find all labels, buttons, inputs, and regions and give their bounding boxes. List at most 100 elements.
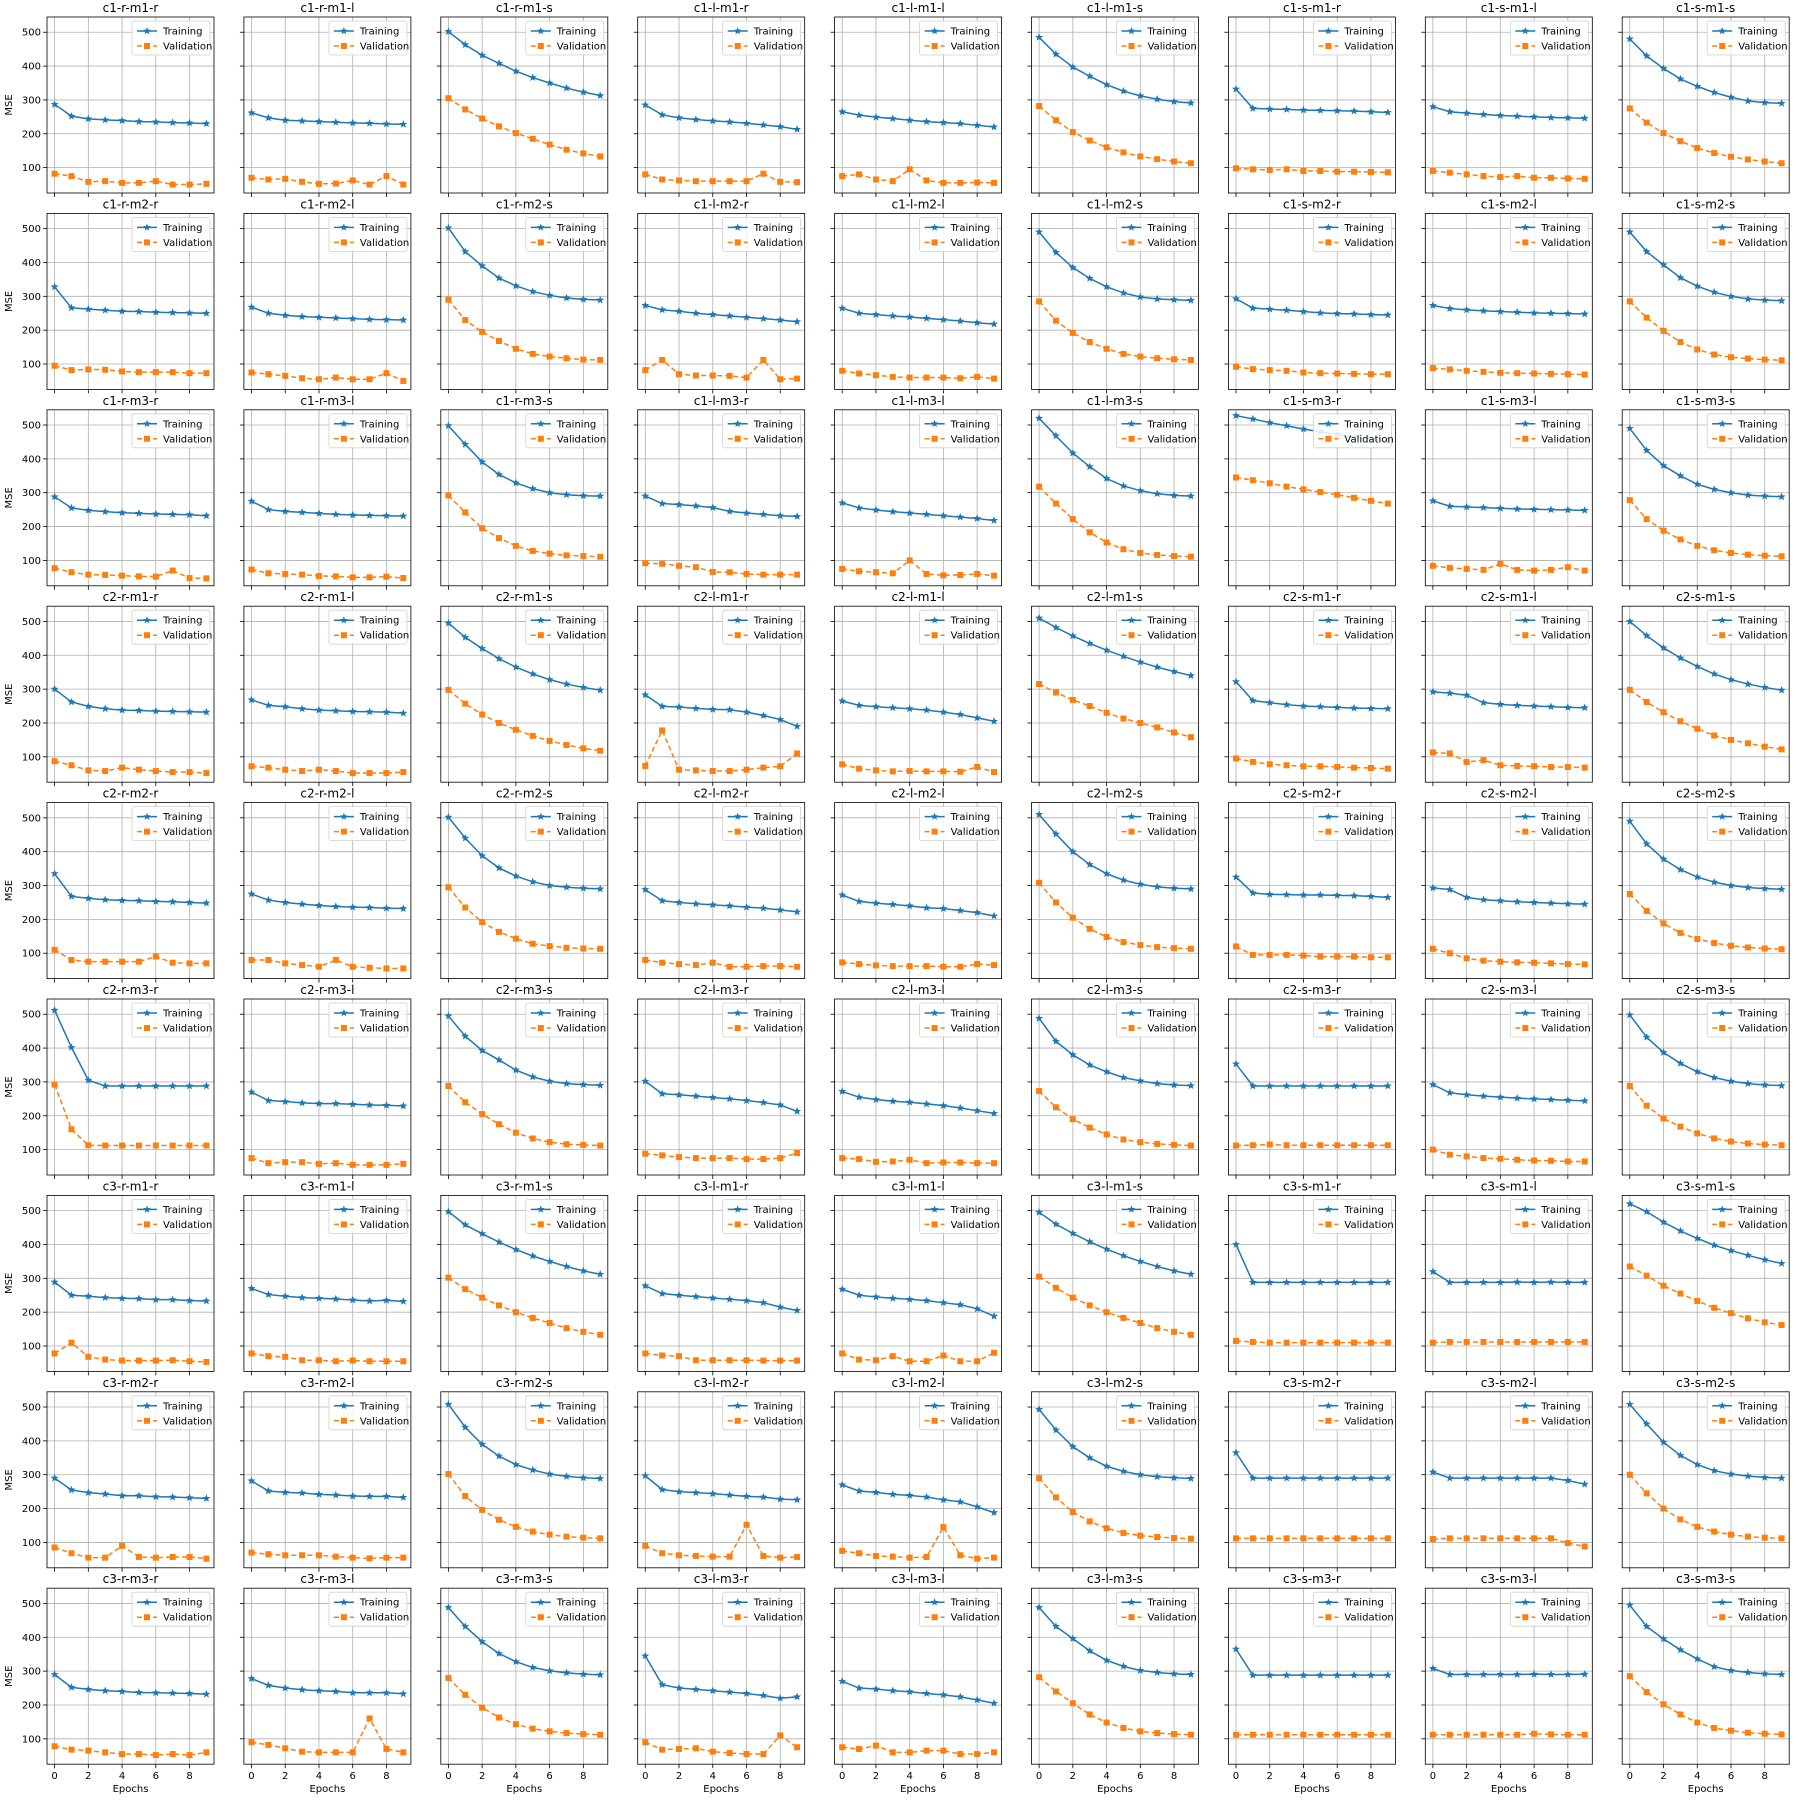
training-point xyxy=(776,315,785,324)
training-point xyxy=(1777,1670,1786,1678)
validation-point xyxy=(51,758,58,765)
validation-point xyxy=(1677,1516,1684,1523)
legend-box xyxy=(1313,413,1392,449)
training-point xyxy=(725,507,734,515)
legend-box xyxy=(919,1395,998,1431)
legend-star-marker xyxy=(1521,1598,1530,1606)
training-point xyxy=(1068,1229,1077,1237)
validation-point xyxy=(1514,566,1521,573)
y-tick-label: 200 xyxy=(22,522,41,533)
validation-point xyxy=(1581,1338,1588,1345)
legend-star-marker xyxy=(537,1009,545,1017)
subplot-c1-r-m1-r: c1-r-m1-r100200300400500MSETrainingValid… xyxy=(4,1,215,197)
x-tick-label: 4 xyxy=(1497,1771,1503,1782)
training-point xyxy=(1462,1670,1471,1678)
training-point xyxy=(495,1649,503,1657)
validation-point xyxy=(974,1751,981,1758)
training-point xyxy=(793,317,802,326)
validation-line xyxy=(251,1551,404,1560)
validation-point xyxy=(152,573,159,580)
training-point xyxy=(511,1657,520,1666)
axes-frame xyxy=(243,409,412,587)
validation-point xyxy=(940,1352,947,1359)
validation-point xyxy=(85,1142,92,1149)
validation-point xyxy=(119,179,126,186)
training-point xyxy=(956,906,965,914)
legend-star-marker xyxy=(537,419,545,428)
training-point xyxy=(1760,683,1769,691)
validation-point xyxy=(1480,566,1487,573)
validation-point xyxy=(1232,1731,1239,1738)
training-point xyxy=(1248,303,1257,312)
validation-point xyxy=(1384,1142,1391,1149)
training-point xyxy=(1625,34,1634,43)
training-point xyxy=(118,1687,127,1695)
legend-label: Training xyxy=(1737,27,1777,38)
validation-point xyxy=(1761,945,1768,952)
validation-point xyxy=(1232,363,1239,370)
validation-point xyxy=(445,1674,452,1681)
y-tick-label: 400 xyxy=(22,1044,41,1055)
legend-label: Training xyxy=(1147,419,1187,430)
training-point xyxy=(579,491,588,500)
legend-square-marker xyxy=(931,828,938,835)
training-point xyxy=(691,1091,700,1100)
x-tick-label: 0 xyxy=(248,1771,254,1782)
training-point xyxy=(1248,1081,1257,1090)
legend-box xyxy=(525,216,605,252)
validation-point xyxy=(1531,1730,1538,1737)
legend-star-marker xyxy=(930,1598,939,1606)
training-point xyxy=(1119,288,1128,297)
x-tick-label: 4 xyxy=(710,1771,716,1782)
legend-label: Validation xyxy=(1148,1220,1197,1231)
training-point xyxy=(1659,461,1668,470)
axes-frame xyxy=(1424,409,1593,587)
legend-square-marker xyxy=(340,1417,347,1424)
training-point xyxy=(759,120,768,129)
legend-star-marker xyxy=(733,419,742,428)
training-point xyxy=(264,309,273,317)
legend-label: Validation xyxy=(557,42,606,53)
legend-star-marker xyxy=(537,1205,545,1213)
subplot-title: c2-s-m3-s xyxy=(1676,983,1735,997)
validation-point xyxy=(102,1356,109,1363)
validation-point xyxy=(1761,1319,1768,1326)
subplot-title: c3-r-m3-s xyxy=(496,1572,553,1586)
training-point xyxy=(1513,504,1522,513)
training-line xyxy=(1432,1270,1585,1284)
validation-point xyxy=(119,958,126,965)
validation-point xyxy=(1564,371,1571,378)
training-line xyxy=(251,893,404,910)
validation-point xyxy=(1036,1088,1043,1095)
validation-point xyxy=(315,1357,322,1364)
legend-square-marker xyxy=(1522,435,1529,442)
validation-point xyxy=(1463,565,1470,572)
validation-point xyxy=(597,945,604,952)
validation-point xyxy=(906,374,913,381)
validation-point xyxy=(186,1142,193,1149)
validation-line xyxy=(447,97,601,158)
training-point xyxy=(1625,424,1634,432)
legend-star-marker xyxy=(1127,27,1136,35)
training-point xyxy=(1563,1476,1572,1484)
axes-frame xyxy=(1031,802,1199,979)
training-point xyxy=(1676,865,1685,874)
training-point xyxy=(1479,895,1488,904)
training-point xyxy=(1051,1622,1060,1630)
validation-point xyxy=(991,572,998,579)
x-tick-label: 6 xyxy=(1531,1771,1537,1782)
legend-box xyxy=(1706,216,1786,252)
training-point xyxy=(399,120,408,128)
validation-point xyxy=(1660,920,1667,927)
validation-point xyxy=(906,1156,913,1163)
training-point xyxy=(331,706,340,715)
validation-point xyxy=(856,1156,863,1163)
validation-point xyxy=(1497,1338,1504,1345)
validation-point xyxy=(923,1747,930,1754)
validation-point xyxy=(642,1150,649,1157)
axes-frame xyxy=(440,16,609,194)
